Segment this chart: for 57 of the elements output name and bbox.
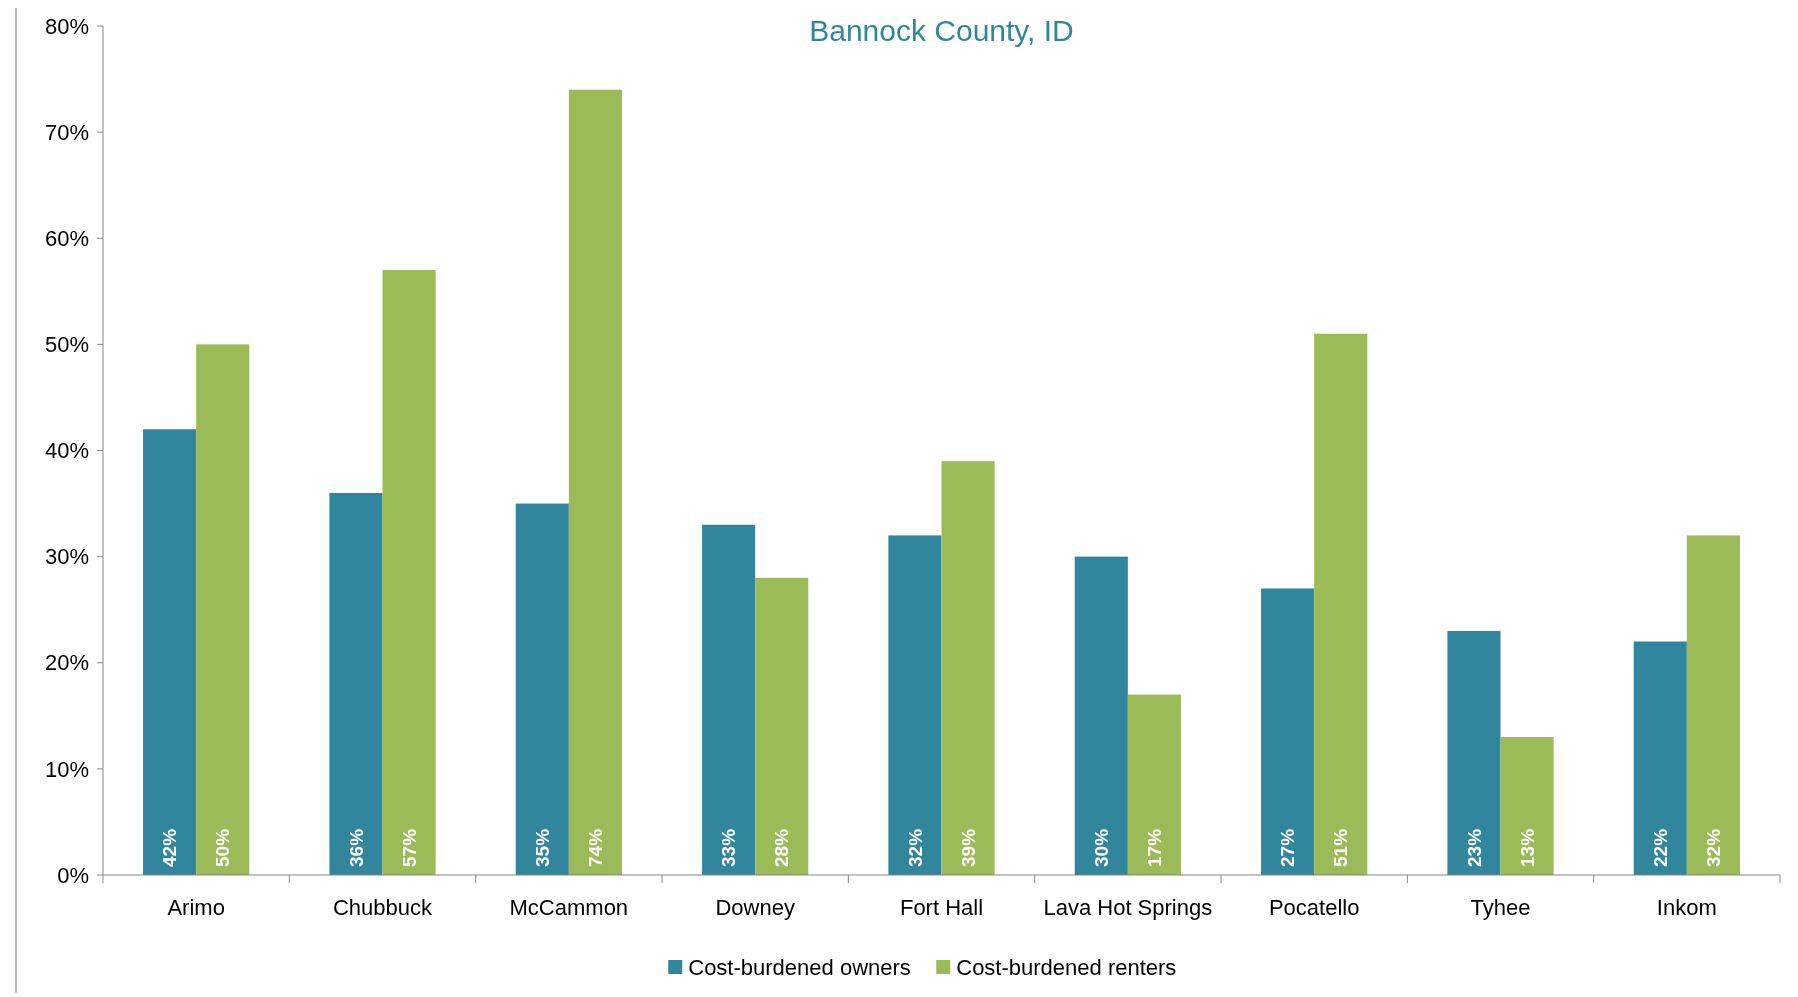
y-tick-label: 10% [44, 756, 89, 782]
bar [1127, 694, 1181, 875]
x-tick-label: Chubbuck [332, 894, 434, 920]
bar [1314, 333, 1368, 875]
data-label: 36% [345, 828, 367, 867]
bar [143, 429, 197, 875]
data-label: 39% [957, 828, 979, 867]
bar [888, 535, 942, 875]
data-label: 30% [1090, 828, 1112, 867]
y-tick-label: 80% [44, 13, 89, 39]
bar [1261, 588, 1315, 875]
x-tick-label: Lava Hot Springs [1043, 894, 1213, 920]
data-label: 23% [1463, 828, 1485, 867]
bar [1686, 535, 1740, 875]
y-tick-label: 50% [44, 332, 89, 358]
bar [196, 344, 250, 875]
chart-title: Bannock County, ID [809, 13, 1074, 47]
data-label: 51% [1330, 828, 1352, 867]
bar [1074, 556, 1128, 875]
bar [1500, 737, 1554, 875]
y-tick-label: 0% [57, 862, 89, 888]
data-label: 22% [1649, 828, 1671, 867]
data-label: 27% [1277, 828, 1299, 867]
x-tick-label: McCammon [509, 894, 629, 920]
legend-label: Cost-burdened owners [688, 954, 911, 980]
y-tick-label: 30% [44, 544, 89, 570]
data-label: 33% [718, 828, 740, 867]
bar [1633, 641, 1687, 875]
y-tick-label: 20% [44, 650, 89, 676]
y-tick-label: 60% [44, 225, 89, 251]
data-label: 57% [398, 828, 420, 867]
bar [702, 524, 756, 875]
x-tick-label: Tyhee [1470, 894, 1531, 920]
data-label: 13% [1516, 828, 1538, 867]
data-label: 32% [904, 828, 926, 867]
x-tick-label: Fort Hall [899, 894, 984, 920]
data-label: 32% [1703, 828, 1725, 867]
data-label: 42% [159, 828, 181, 867]
data-label: 35% [531, 828, 553, 867]
bar [382, 270, 436, 875]
bar [515, 503, 569, 875]
bar [941, 461, 995, 875]
data-label: 50% [212, 828, 234, 867]
bar [755, 577, 809, 875]
x-tick-label: Inkom [1656, 894, 1717, 920]
x-tick-label: Arimo [167, 894, 225, 920]
y-tick-label: 40% [44, 438, 89, 464]
legend-label: Cost-burdened renters [956, 954, 1177, 980]
x-tick-label: Downey [715, 894, 795, 920]
y-tick-label: 70% [44, 119, 89, 145]
data-label: 74% [585, 828, 607, 867]
x-tick-label: Pocatello [1268, 894, 1360, 920]
bar [1447, 630, 1501, 875]
bar [568, 89, 622, 875]
data-label: 28% [771, 828, 793, 867]
bar [329, 492, 383, 875]
data-label: 17% [1144, 828, 1166, 867]
